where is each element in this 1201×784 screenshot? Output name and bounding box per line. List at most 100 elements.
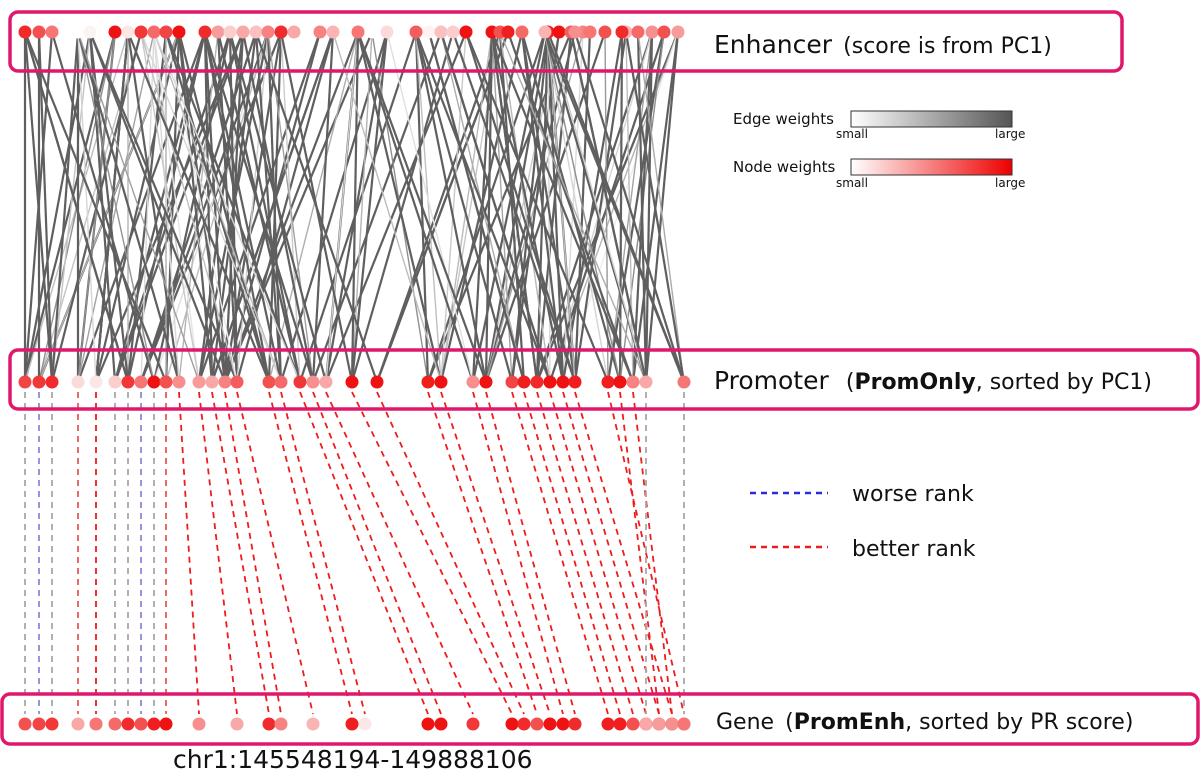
gene-node <box>652 717 666 731</box>
enhancer-node <box>598 25 612 39</box>
edge <box>544 31 621 383</box>
edge <box>356 31 475 383</box>
edge <box>203 31 315 383</box>
edge <box>606 31 666 383</box>
edge <box>88 31 239 383</box>
edge <box>140 31 238 383</box>
enhancer-node <box>615 25 629 39</box>
rank-link <box>523 391 621 715</box>
promoter-row-frame <box>8 348 1200 411</box>
gene-row-frame <box>0 692 1200 746</box>
promoter-node <box>543 375 557 389</box>
edge <box>332 31 442 383</box>
promoter-node <box>613 375 627 389</box>
rank-link <box>211 391 270 715</box>
edge <box>439 31 552 383</box>
enhancer-node <box>211 25 225 39</box>
edge <box>464 31 577 383</box>
edge <box>153 31 180 383</box>
edge <box>94 31 130 383</box>
promoter-node <box>45 375 59 389</box>
edge <box>177 31 271 383</box>
edge <box>153 31 301 383</box>
node-weight-title: Node weights <box>733 158 835 176</box>
edge <box>77 31 200 383</box>
enhancer-node <box>198 25 212 39</box>
rank-link <box>511 391 609 715</box>
enhancer-node <box>147 25 161 39</box>
gene-node <box>517 717 531 731</box>
enhancer-node-layer <box>18 25 685 39</box>
gene-node <box>505 717 519 731</box>
gene-node <box>543 717 557 731</box>
edge <box>636 31 648 383</box>
edge <box>547 31 647 383</box>
enhancer-node <box>365 25 379 39</box>
enhancer-node <box>538 25 552 39</box>
gene-node-layer <box>18 717 691 731</box>
edge <box>223 31 374 383</box>
gene-node <box>677 717 691 731</box>
promoter-node <box>274 375 288 389</box>
enhancer-node <box>249 25 263 39</box>
gene-node <box>108 717 122 731</box>
gene-node <box>89 717 103 731</box>
gene-node <box>639 717 653 731</box>
promoter-node <box>677 375 691 389</box>
rank-link <box>574 391 673 715</box>
edge <box>414 31 488 383</box>
enhancer-node <box>351 25 365 39</box>
promoter-node <box>626 375 640 389</box>
edge <box>153 31 200 383</box>
edge <box>569 31 648 383</box>
edge <box>23 31 130 383</box>
enhancer-node <box>552 25 566 39</box>
promoter-node <box>262 375 276 389</box>
edge <box>113 31 207 383</box>
edge <box>624 31 686 383</box>
rank-link <box>325 391 474 715</box>
promoter-node <box>121 375 135 389</box>
rank-link <box>351 391 513 715</box>
gene-node <box>421 717 435 731</box>
edge-weight-large-label: large <box>995 127 1025 141</box>
promoter-node-layer <box>18 375 691 389</box>
gene-node <box>71 717 85 731</box>
edge <box>153 31 282 383</box>
gene-node <box>665 717 679 731</box>
enhancer-node <box>380 25 394 39</box>
enhancer-node <box>134 25 148 39</box>
promoter-node <box>147 375 161 389</box>
enhancer-node <box>583 25 597 39</box>
promoter-node <box>421 375 435 389</box>
edge <box>644 31 654 383</box>
enhancer-row-label: Enhancer (score is from PC1) <box>714 30 1052 59</box>
edge-weight-small-label: small <box>836 127 868 141</box>
rank-link <box>440 391 551 715</box>
edge <box>76 31 181 383</box>
rank-link <box>198 391 238 715</box>
edge <box>471 31 547 383</box>
enhancer-node <box>409 25 423 39</box>
promoter-node <box>230 375 244 389</box>
rank-link <box>312 391 442 715</box>
gene-node <box>134 717 148 731</box>
rank-link <box>607 391 685 715</box>
edge <box>573 31 686 383</box>
edge <box>490 31 565 383</box>
edge <box>254 31 379 383</box>
enhancer-node <box>261 25 275 39</box>
edge <box>228 31 302 383</box>
enhancer-node <box>236 25 250 39</box>
rank-link <box>178 391 200 715</box>
enhancer-node <box>631 25 645 39</box>
gene-node <box>121 717 135 731</box>
edge <box>126 31 271 383</box>
gene-node <box>274 717 288 731</box>
rank-link <box>549 391 647 715</box>
edge <box>223 31 360 383</box>
rank-link <box>236 391 314 715</box>
promoter-node <box>205 375 219 389</box>
promoter-node <box>89 375 103 389</box>
